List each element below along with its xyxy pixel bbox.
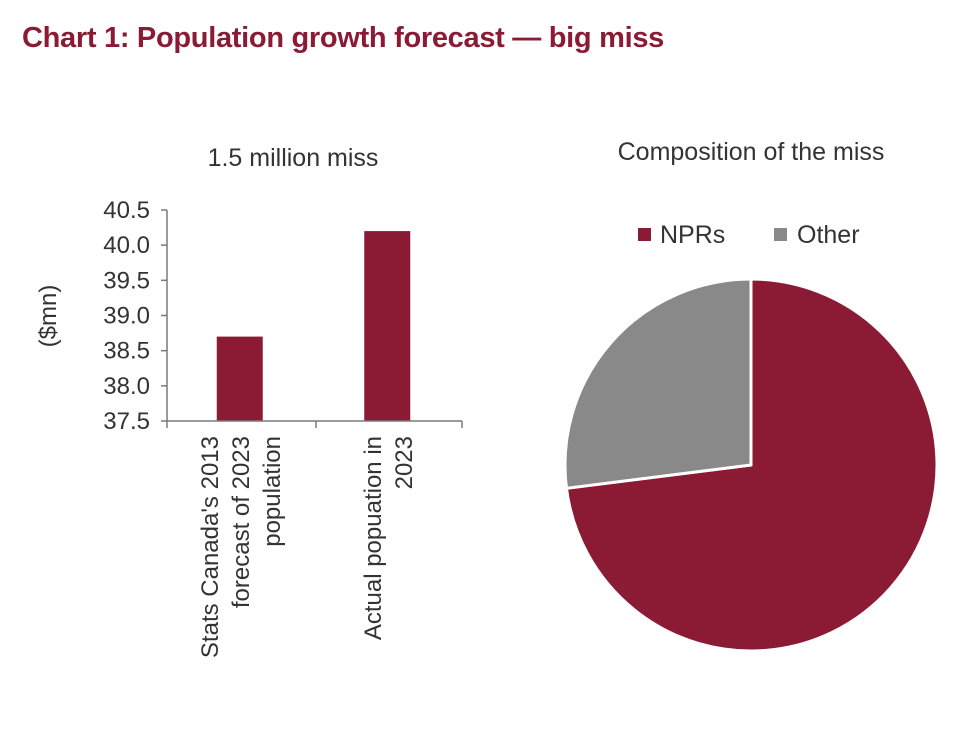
legend-swatch: [774, 228, 787, 241]
page-title: Chart 1: Population growth forecast — bi…: [22, 22, 664, 54]
pie-chart: Composition of the miss NPRs Other: [563, 138, 939, 653]
bars: [216, 231, 411, 421]
y-tick-labels: 40.5 40.0 39.5 39.0 38.5 38.0 37.5: [103, 197, 150, 435]
pie-slice: [563, 277, 753, 490]
bar: [364, 231, 411, 421]
pie-slices: [563, 277, 939, 653]
axes: [161, 209, 463, 428]
x-tick-label: Actual popuation in 2023: [360, 436, 418, 640]
x-tick-label: Stats Canada's 2013 forecast of 2023 popul…: [197, 436, 286, 658]
y-tick-label: 38.5: [103, 338, 150, 365]
y-tick-label: 37.5: [103, 408, 150, 435]
y-tick-label: 40.5: [103, 197, 150, 224]
bar-chart: 1.5 million miss ($mn) 40.5 40.0 39.5 39.0 3…: [35, 144, 463, 658]
bar: [216, 336, 263, 421]
x-tick-label-line: Stats Canada's 2013: [197, 436, 224, 658]
legend-label: Other: [797, 221, 860, 249]
y-tick-label: 39.5: [103, 267, 150, 294]
x-tick-label-line: 2023: [391, 436, 418, 489]
legend-label: NPRs: [660, 221, 725, 249]
y-tick-label: 40.0: [103, 232, 150, 259]
pie-legend: NPRs Other: [638, 221, 860, 249]
y-tick-label: 38.0: [103, 373, 150, 400]
pie-chart-title: Composition of the miss: [618, 138, 885, 166]
x-tick-label-line: population: [259, 436, 286, 547]
y-axis-label: ($mn): [35, 285, 62, 348]
x-tick-labels: Stats Canada's 2013 forecast of 2023 popul…: [197, 436, 418, 658]
legend-swatch: [638, 228, 651, 241]
x-tick-label-line: Actual popuation in: [360, 436, 387, 640]
bar-chart-title: 1.5 million miss: [208, 144, 379, 172]
y-tick-label: 39.0: [103, 303, 150, 330]
x-tick-label-line: forecast of 2023: [228, 436, 255, 608]
